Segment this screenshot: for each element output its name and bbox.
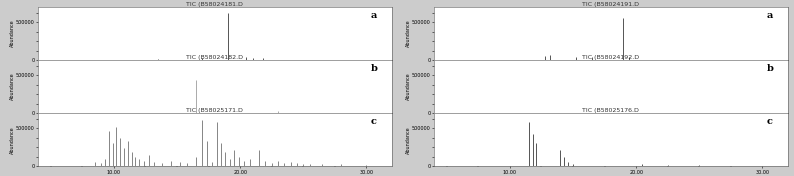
Title: TIC (B58025176.D: TIC (B58025176.D — [583, 108, 639, 113]
Y-axis label: Abundance: Abundance — [10, 20, 14, 47]
Y-axis label: Abundance: Abundance — [406, 73, 410, 100]
Title: TIC (B58025171.D: TIC (B58025171.D — [187, 108, 243, 113]
Text: a: a — [766, 11, 773, 20]
Title: TIC (B58024191.D: TIC (B58024191.D — [582, 2, 639, 7]
Y-axis label: Abundance: Abundance — [406, 20, 410, 47]
Title: TIC (B58024192.D: TIC (B58024192.D — [582, 55, 639, 60]
Text: c: c — [766, 117, 773, 127]
Y-axis label: Abundance: Abundance — [10, 73, 14, 100]
Text: b: b — [371, 64, 377, 73]
Text: b: b — [766, 64, 773, 73]
Y-axis label: Abundance: Abundance — [406, 126, 410, 154]
Title: TIC (B58024182.D: TIC (B58024182.D — [187, 55, 244, 60]
Title: TIC (B58024181.D: TIC (B58024181.D — [187, 2, 243, 7]
Text: a: a — [371, 11, 377, 20]
Y-axis label: Abundance: Abundance — [10, 126, 14, 154]
Text: c: c — [371, 117, 376, 127]
